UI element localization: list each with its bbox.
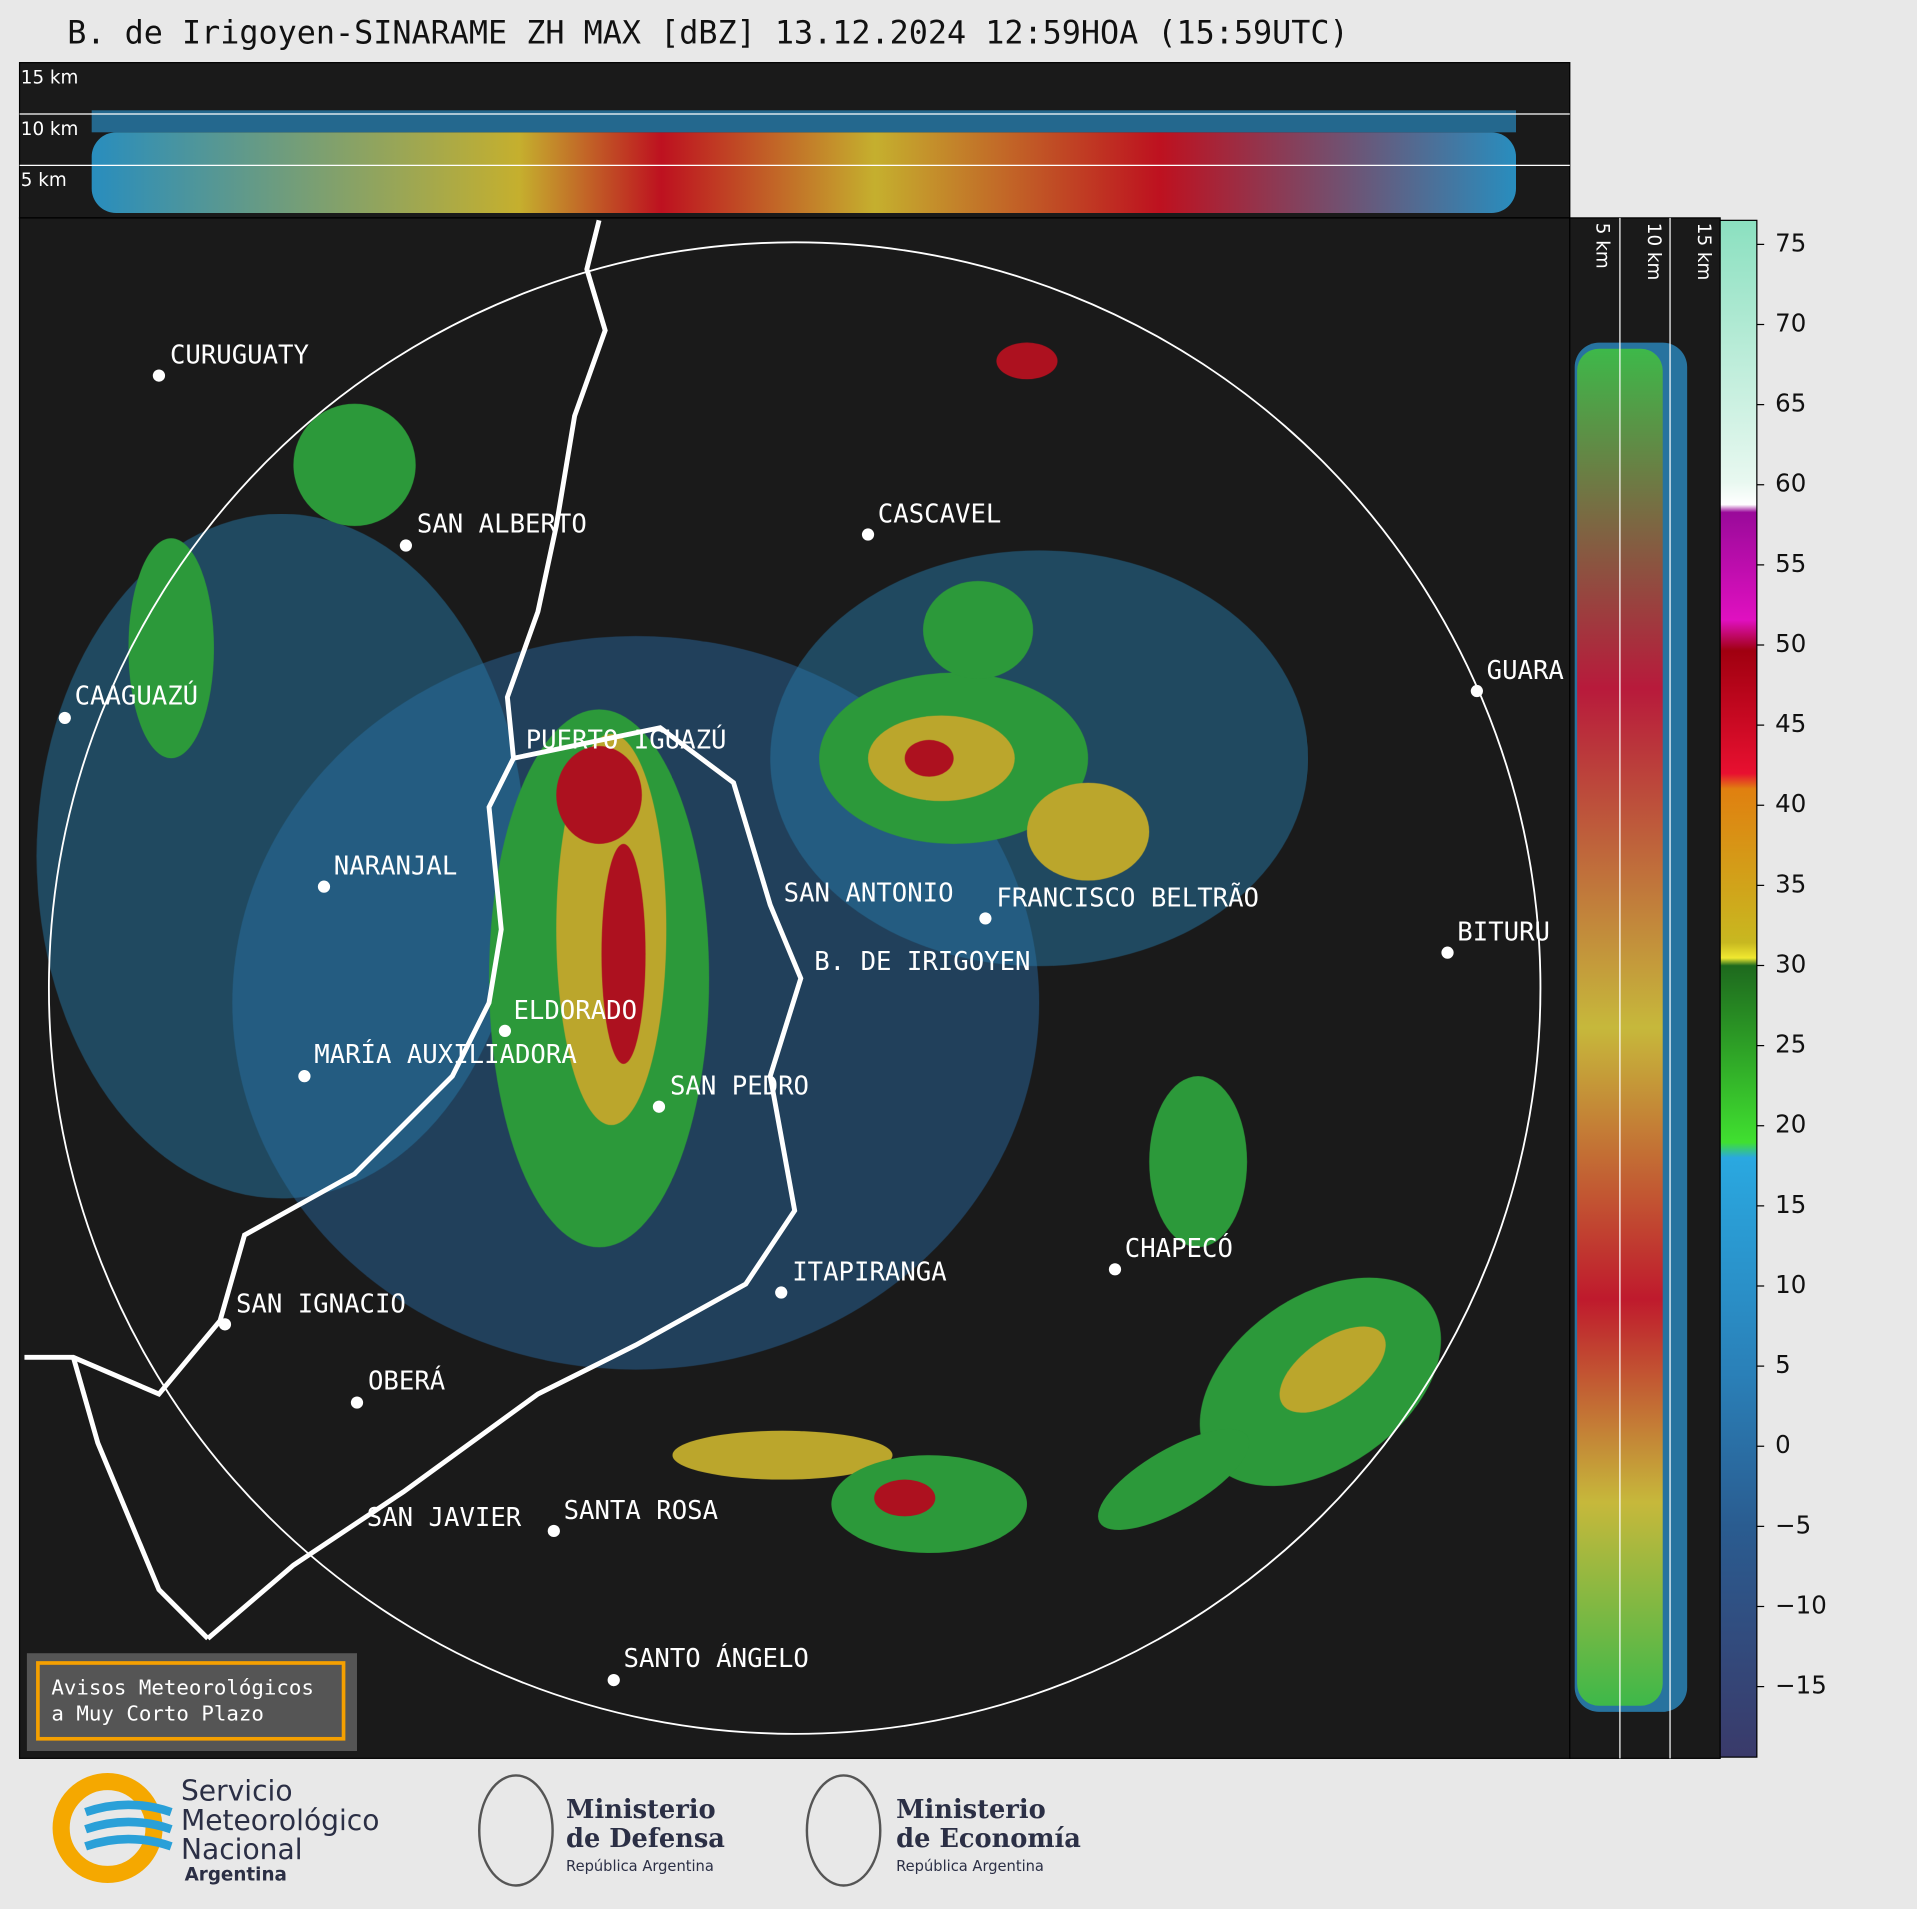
city-label: B. DE IRIGOYEN (814, 947, 1030, 977)
city-dot (350, 1396, 364, 1409)
smn-text: Argentina (185, 1865, 287, 1886)
city-dot (607, 1673, 620, 1687)
coat-of-arms (478, 1774, 554, 1887)
colorbar-tick-label: 45 (1775, 709, 1806, 738)
city-label: CURUGUATY (170, 341, 309, 371)
city-dot (547, 1524, 560, 1538)
notice-text: a Muy Corto Plazo (51, 1701, 264, 1725)
colorbar-tick-label: 60 (1775, 469, 1806, 498)
range-ring (47, 241, 1542, 1735)
colorbar-tick-label: −5 (1775, 1510, 1811, 1539)
ministry-text: de Defensa (566, 1824, 725, 1854)
colorbar-tick-label: 30 (1775, 949, 1806, 978)
top-echo-haze (91, 110, 1516, 133)
height-label: 10 km (1643, 223, 1664, 281)
smn-text: Meteorológico (181, 1804, 380, 1837)
colorbar-tick-label: 0 (1775, 1430, 1791, 1459)
colorbar-tick-label: 55 (1775, 549, 1806, 578)
city-dot (775, 1286, 788, 1299)
city-label: CHAPECÓ (1125, 1232, 1233, 1264)
colorbar-tick-label: 75 (1775, 228, 1806, 257)
colorbar-tick-label: 40 (1775, 789, 1806, 818)
colorbar-tick-label: −15 (1775, 1671, 1827, 1700)
city-dot (652, 1100, 666, 1113)
ministry-text: República Argentina (566, 1858, 714, 1875)
city-dot (218, 1318, 232, 1331)
city-dot (152, 369, 166, 382)
smn-logo (52, 1773, 163, 1884)
city-dot (1470, 684, 1483, 698)
city-label: NARANJAL (334, 852, 458, 882)
colorbar-tick-label: 15 (1775, 1190, 1806, 1219)
colorbar-tick-label: 25 (1775, 1030, 1806, 1059)
city-label: BITURU (1457, 918, 1550, 948)
city-label: ELDORADO (513, 996, 637, 1026)
colorbar-tick-label: 20 (1775, 1110, 1806, 1139)
colorbar-tick-label: 65 (1775, 389, 1806, 418)
city-label: FRANCISCO BELTRÃO (996, 881, 1259, 913)
city-label: MARÍA AUXILIADORA (314, 1038, 577, 1070)
top-echo (91, 132, 1516, 214)
city-label: SANTA ROSA (564, 1496, 718, 1526)
city-dot (861, 528, 875, 541)
city-dot (317, 880, 331, 893)
colorbar-tick-label: 10 (1775, 1270, 1806, 1299)
colorbar-tick-label: 50 (1775, 629, 1806, 658)
coat-of-arms (805, 1774, 882, 1887)
border (206, 725, 804, 1641)
border (24, 219, 608, 1397)
city-dot (498, 1024, 512, 1038)
colorbar-tick-label: −10 (1775, 1590, 1827, 1619)
city-dot (1441, 946, 1454, 959)
height-label: 15 km (21, 68, 79, 89)
city-dot (399, 539, 413, 552)
echoes (36, 342, 1441, 1553)
city-dot (979, 912, 992, 925)
city-label: SAN IGNACIO (236, 1289, 406, 1319)
footer: Servicio Meteorológico Nacional Argentin… (52, 1773, 1081, 1887)
height-label: 15 km (1693, 223, 1714, 281)
colorbar-tick-label: 5 (1775, 1350, 1791, 1379)
city-dot (1108, 1263, 1122, 1276)
notice-border (36, 1661, 346, 1741)
city-label: SAN ALBERTO (417, 509, 587, 539)
smn-text: Nacional (181, 1833, 303, 1866)
city-label: SANTO ÁNGELO (624, 1642, 809, 1674)
map-panel (18, 217, 1571, 1759)
title: B. de Irigoyen-SINARAME ZH MAX [dBZ] 13.… (67, 16, 1348, 52)
city-label: CASCAVEL (878, 499, 1002, 529)
city-label: CAAGUAZÚ (75, 680, 199, 712)
city-label: SAN PEDRO (670, 1072, 809, 1102)
border (71, 1356, 210, 1641)
city-label: ITAPIRANGA (792, 1257, 946, 1287)
colorbar-tick-label: 35 (1775, 869, 1806, 898)
ministry-text: Ministerio (566, 1795, 716, 1825)
notice-box[interactable] (26, 1653, 357, 1752)
city-label: SAN ANTONIO (784, 878, 954, 908)
city-label: OBERÁ (368, 1364, 445, 1396)
city-label: PUERTO IGUAZÚ (526, 724, 727, 756)
smn-text: Servicio (181, 1775, 293, 1808)
city-label: SAN JAVIER (367, 1503, 522, 1533)
ministry-text: de Economía (896, 1824, 1081, 1854)
city-label: GUARA (1487, 656, 1564, 686)
cities: CURUGUATY SAN ALBERTO CAAGUAZÚ CASCAVEL GUAR… (58, 341, 1564, 1687)
notice-text: Avisos Meteorológicos (51, 1676, 314, 1700)
height-label: 10 km (21, 119, 79, 140)
smn-waves (84, 1800, 173, 1851)
ministry-text: Ministerio (896, 1795, 1046, 1825)
height-label: 5 km (21, 170, 67, 191)
ministry-text: República Argentina (896, 1858, 1044, 1875)
height-label: 5 km (1592, 223, 1613, 269)
city-dot (58, 711, 71, 725)
city-dot (298, 1070, 311, 1083)
colorbar-tick-label: 70 (1775, 309, 1806, 338)
colorbar (1719, 219, 1758, 1758)
